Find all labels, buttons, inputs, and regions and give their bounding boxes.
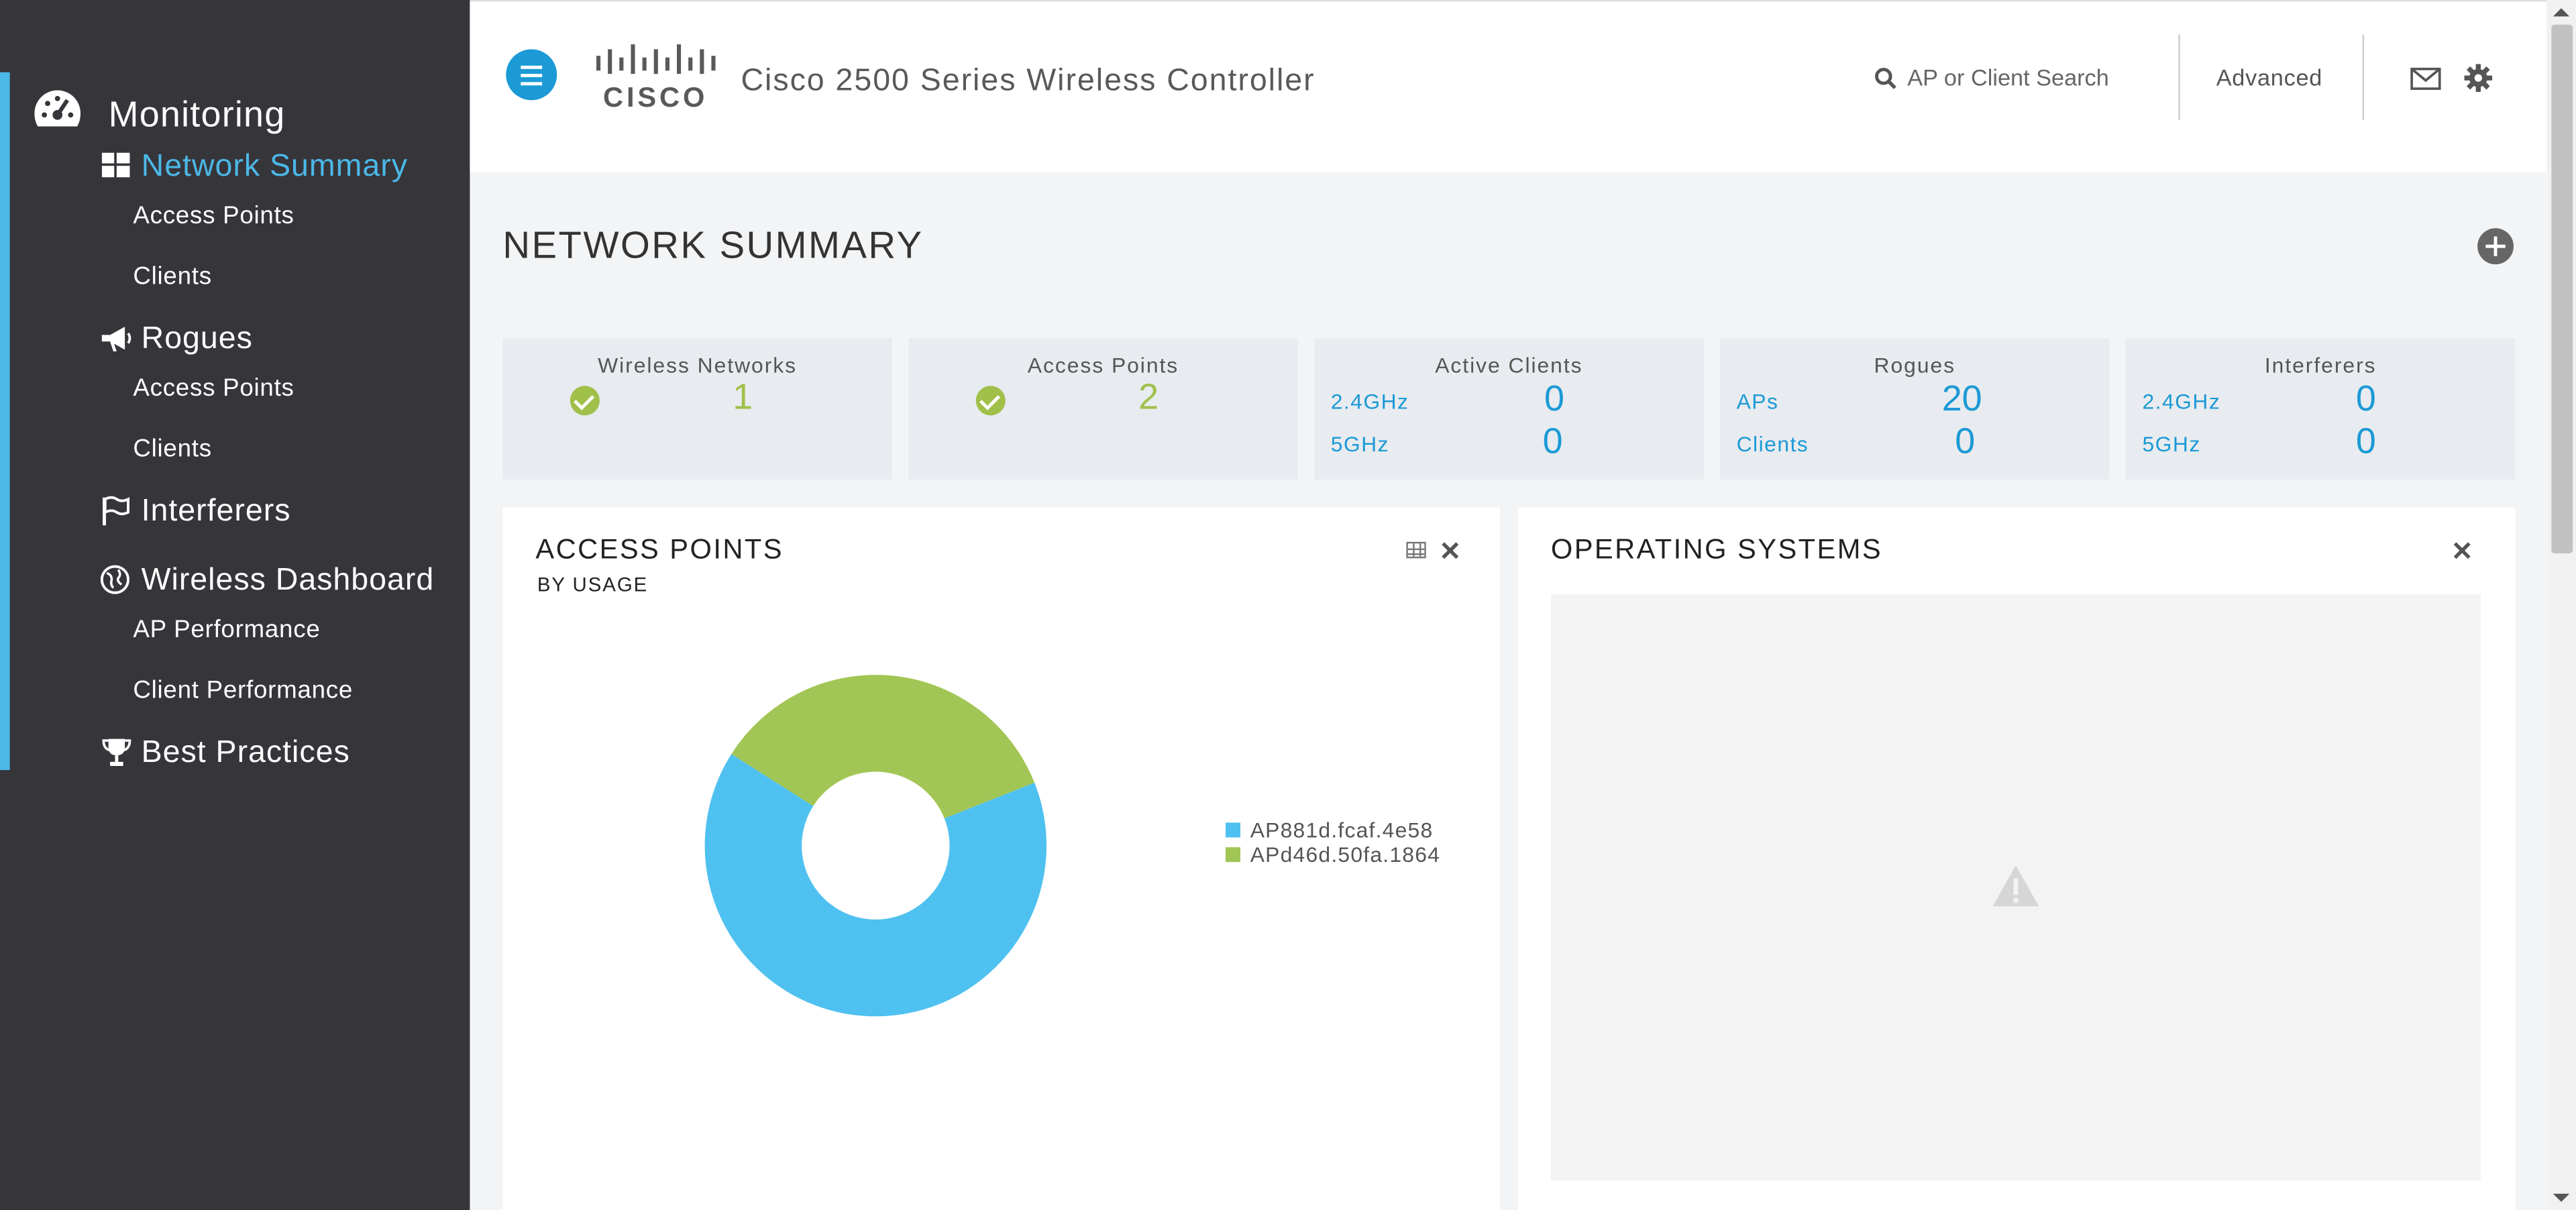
sidebar-item-rogue-clients[interactable]: Clients — [133, 435, 212, 463]
sidebar-wireless-dashboard[interactable]: Wireless Dashboard — [141, 563, 435, 598]
advanced-button[interactable]: Advanced — [2216, 64, 2323, 91]
search-input[interactable]: AP or Client Search — [1907, 64, 2109, 91]
rogue-clients-count[interactable]: 0 — [1955, 420, 1976, 461]
sidebar-item-rogue-access-points[interactable]: Access Points — [133, 374, 294, 402]
legend-swatch — [1225, 822, 1240, 838]
os-chart-placeholder — [1550, 594, 2481, 1181]
search-icon — [1875, 68, 1896, 89]
legend-swatch — [1225, 847, 1240, 863]
sidebar: Monitoring Network Summary Access Points… — [0, 0, 470, 1210]
access-points-panel: ACCESS POINTS BY USAGE ✕ AP881d.fcaf.4e5… — [502, 507, 1500, 1210]
svg-text:CISCO: CISCO — [603, 81, 708, 110]
rogues-tile[interactable]: Rogues APs 20 Clients 0 — [1720, 338, 2110, 480]
rogue-aps-count[interactable]: 20 — [1941, 378, 1982, 419]
band-label: 2.4GHz — [1330, 389, 1409, 414]
scroll-down-arrow[interactable] — [2553, 1193, 2570, 1202]
sidebar-best-practices[interactable]: Best Practices — [141, 735, 350, 771]
gear-icon[interactable] — [2464, 64, 2493, 93]
sidebar-item-clients[interactable]: Clients — [133, 262, 212, 291]
warning-icon — [1992, 865, 2039, 907]
donut-slice-2[interactable] — [731, 675, 1035, 819]
check-icon — [975, 386, 1006, 416]
active-clients-tile[interactable]: Active Clients 2.4GHz 0 5GHz 0 — [1314, 338, 1704, 480]
page-title: NETWORK SUMMARY — [502, 223, 924, 266]
sidebar-active-indicator — [0, 72, 10, 771]
header-divider — [2178, 34, 2180, 120]
product-title: Cisco 2500 Series Wireless Controller — [741, 64, 1316, 99]
sidebar-item-access-points[interactable]: Access Points — [133, 202, 294, 230]
interferers-5ghz-count[interactable]: 0 — [2355, 420, 2376, 461]
usage-donut-chart — [704, 675, 1047, 1017]
sidebar-item-client-performance[interactable]: Client Performance — [133, 676, 354, 705]
legend-label: APd46d.50fa.1864 — [1250, 842, 1441, 867]
flag-icon — [103, 496, 129, 526]
scroll-thumb[interactable] — [2551, 24, 2573, 553]
tile-title: Rogues — [1874, 353, 1956, 378]
panel-title: ACCESS POINTS — [535, 533, 784, 565]
interferers-24ghz-count[interactable]: 0 — [2355, 378, 2376, 419]
check-icon — [570, 386, 600, 416]
band-label: 5GHz — [1330, 431, 1389, 457]
header-divider — [2362, 34, 2365, 120]
globe-icon — [100, 565, 129, 594]
sidebar-rogues[interactable]: Rogues — [141, 321, 253, 357]
wireless-networks-count: 1 — [733, 376, 753, 417]
operating-systems-panel: OPERATING SYSTEMS ✕ — [1517, 507, 2516, 1210]
legend-item[interactable]: AP881d.fcaf.4e58 — [1225, 818, 1434, 842]
megaphone-icon — [101, 327, 131, 351]
panel-title: OPERATING SYSTEMS — [1550, 533, 1883, 565]
hamburger-menu-button[interactable] — [506, 49, 557, 101]
dashboard-gauge-icon — [34, 90, 81, 127]
close-icon[interactable]: ✕ — [1439, 538, 1462, 567]
clients-24ghz-count[interactable]: 0 — [1544, 378, 1565, 419]
ap-client-search[interactable]: AP or Client Search — [1874, 61, 2137, 97]
rogue-type-label: Clients — [1736, 431, 1809, 457]
add-widget-button[interactable] — [2477, 228, 2514, 265]
clients-5ghz-count[interactable]: 0 — [1542, 420, 1563, 461]
sidebar-item-ap-performance[interactable]: AP Performance — [133, 616, 321, 644]
grid-tiles-icon — [101, 152, 130, 178]
panel-subtitle: BY USAGE — [537, 573, 649, 596]
cisco-logo: CISCO — [596, 44, 716, 110]
band-label: 2.4GHz — [2142, 389, 2221, 414]
interferers-tile[interactable]: Interferers 2.4GHz 0 5GHz 0 — [2126, 338, 2516, 480]
mail-icon[interactable] — [2410, 67, 2442, 91]
rogue-type-label: APs — [1736, 389, 1779, 414]
sidebar-interferers[interactable]: Interferers — [141, 494, 291, 529]
page-scrollbar[interactable] — [2548, 0, 2576, 1210]
sidebar-monitoring[interactable]: Monitoring — [108, 93, 286, 135]
tile-title: Active Clients — [1435, 353, 1583, 378]
legend-item[interactable]: APd46d.50fa.1864 — [1225, 842, 1441, 867]
tile-title: Wireless Networks — [598, 353, 798, 378]
scroll-up-arrow[interactable] — [2553, 8, 2570, 17]
band-label: 5GHz — [2142, 431, 2201, 457]
tile-title: Interferers — [2264, 353, 2377, 378]
top-header: CISCO Cisco 2500 Series Wireless Control… — [470, 0, 2546, 173]
access-points-count: 2 — [1138, 376, 1159, 417]
donut-slice-1[interactable] — [704, 754, 1047, 1017]
legend-label: AP881d.fcaf.4e58 — [1250, 818, 1434, 842]
close-icon[interactable]: ✕ — [2451, 538, 2473, 567]
wireless-networks-tile[interactable]: Wireless Networks 1 — [502, 338, 892, 480]
sidebar-network-summary[interactable]: Network Summary — [141, 149, 408, 184]
tile-title: Access Points — [1027, 353, 1179, 378]
trophy-icon — [102, 738, 131, 766]
access-points-tile[interactable]: Access Points 2 — [908, 338, 1298, 480]
table-view-icon[interactable] — [1406, 541, 1426, 559]
